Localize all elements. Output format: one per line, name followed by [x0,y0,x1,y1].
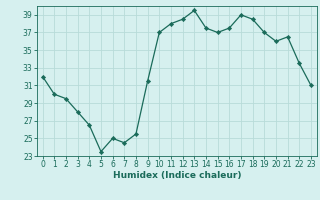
X-axis label: Humidex (Indice chaleur): Humidex (Indice chaleur) [113,171,241,180]
